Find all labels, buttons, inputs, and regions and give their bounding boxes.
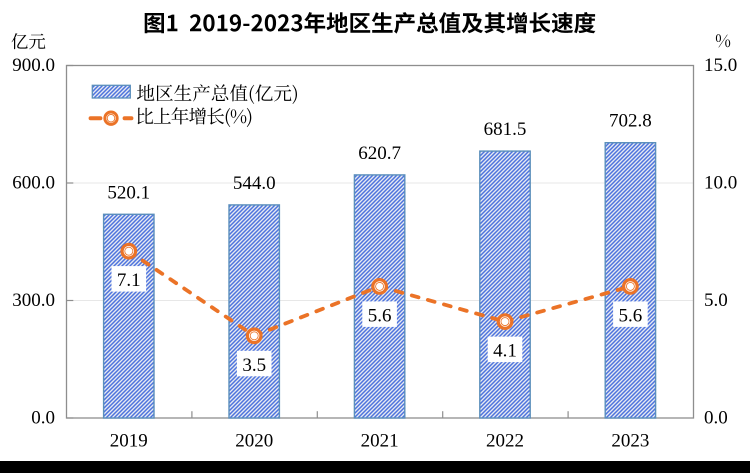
svg-text:5.6: 5.6: [619, 305, 643, 326]
svg-text:544.0: 544.0: [233, 173, 276, 194]
svg-text:10.0: 10.0: [704, 173, 737, 194]
svg-text:600.0: 600.0: [12, 173, 55, 194]
svg-text:7.1: 7.1: [117, 270, 141, 291]
svg-text:0.0: 0.0: [704, 408, 728, 429]
svg-text:900.0: 900.0: [12, 55, 55, 76]
svg-text:681.5: 681.5: [484, 119, 527, 140]
svg-text:2022: 2022: [486, 431, 524, 452]
svg-text:2021: 2021: [361, 431, 399, 452]
svg-text:2019: 2019: [110, 431, 148, 452]
svg-text:620.7: 620.7: [358, 143, 401, 164]
svg-text:4.1: 4.1: [493, 341, 517, 362]
svg-text:3.5: 3.5: [242, 355, 266, 376]
svg-text:0.0: 0.0: [31, 408, 55, 429]
svg-text:300.0: 300.0: [12, 290, 55, 311]
svg-text:2020: 2020: [235, 431, 273, 452]
svg-text:5.6: 5.6: [368, 305, 392, 326]
svg-text:5.0: 5.0: [704, 290, 728, 311]
svg-text:15.0: 15.0: [704, 55, 737, 76]
svg-text:2023: 2023: [611, 431, 649, 452]
svg-text:520.1: 520.1: [107, 182, 150, 203]
svg-text:702.8: 702.8: [609, 111, 652, 132]
